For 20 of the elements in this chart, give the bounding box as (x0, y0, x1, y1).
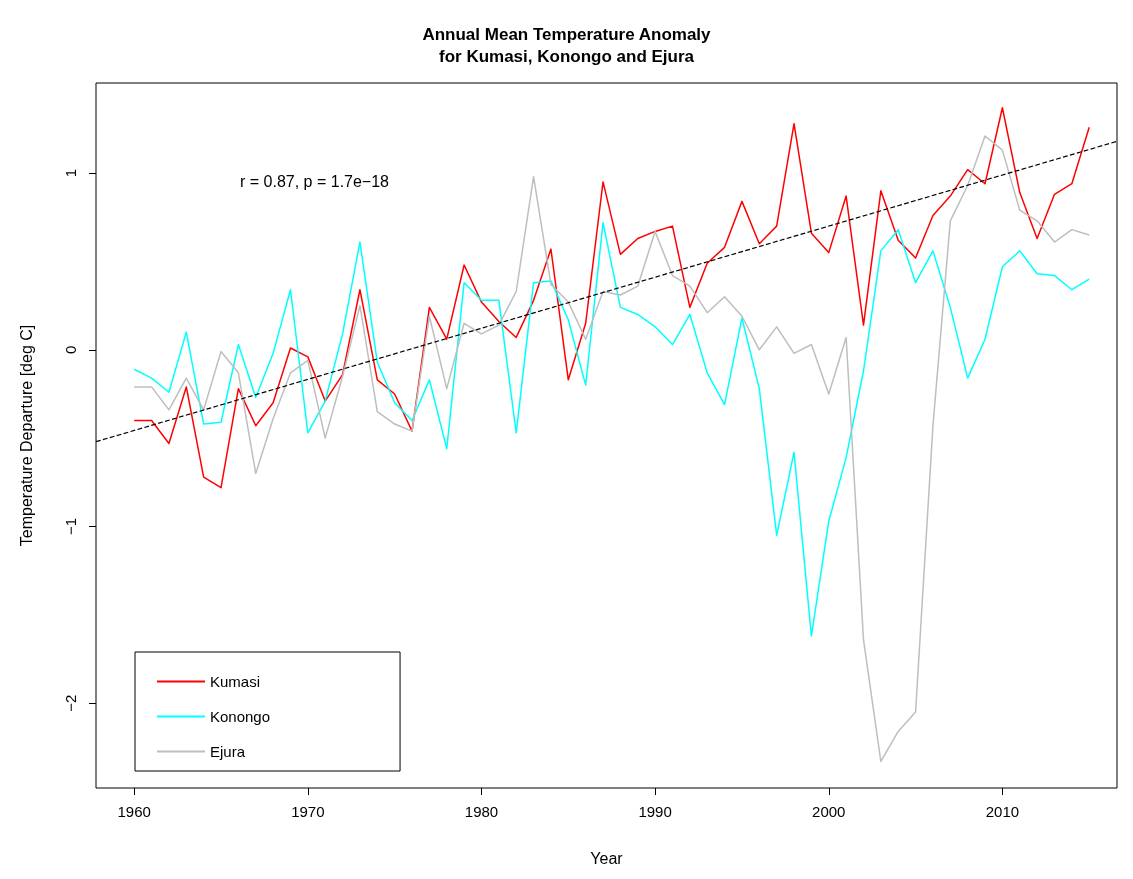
y-tick-label: −1 (62, 517, 79, 536)
annotation: r = 0.87, p = 1.7e−18 (240, 172, 390, 190)
y-axis-title: Temperature Departure [deg C] (17, 324, 35, 547)
legend-label: Konongo (210, 708, 271, 725)
y-tick-label: −2 (62, 694, 79, 712)
line-series (133, 221, 1090, 637)
chart-title: Annual Mean Temperature Anomaly for Kumasi, Konongo and Ejura (422, 24, 712, 66)
line-series (133, 135, 1090, 763)
legend-label: Ejura (210, 743, 246, 760)
legend-label: Kumasi (210, 673, 261, 690)
x-tick-label: 2010 (985, 803, 1020, 820)
x-tick-label: 2000 (812, 803, 846, 820)
x-tick-label: 1990 (638, 803, 672, 820)
x-tick-label: 1970 (291, 803, 325, 820)
x-axis-title: Year (590, 849, 624, 867)
x-tick-label: 1960 (117, 803, 151, 820)
line-series (133, 106, 1090, 489)
x-tick-label: 1980 (464, 803, 499, 820)
y-tick-label: 1 (62, 168, 79, 178)
y-tick-label: 0 (62, 345, 79, 354)
